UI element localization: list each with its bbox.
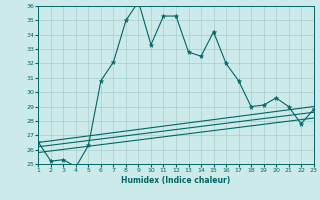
X-axis label: Humidex (Indice chaleur): Humidex (Indice chaleur) bbox=[121, 176, 231, 185]
